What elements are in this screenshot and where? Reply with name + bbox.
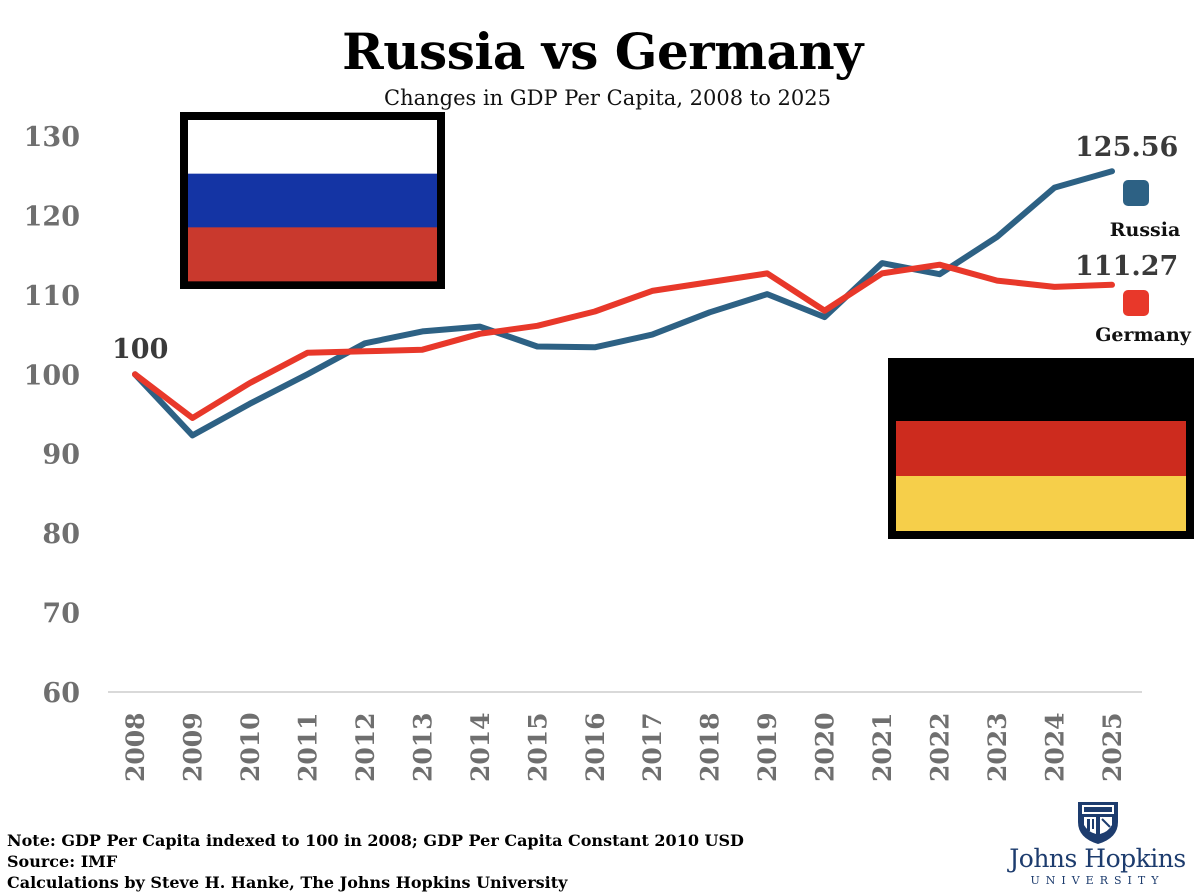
x-tick-label: 2013 [408, 712, 437, 782]
y-axis-ticks: 60 70 80 90 100 110 120 130 [24, 122, 80, 709]
annotations: 100 125.56 111.27 [112, 132, 1178, 365]
jhu-logo: Johns Hopkins UNIVERSITY [1000, 800, 1195, 893]
germany-flag-stripe [896, 366, 1186, 422]
x-tick-label: 2023 [983, 712, 1012, 782]
russia-flag-stripe [188, 227, 437, 282]
x-tick-label: 2008 [121, 712, 150, 782]
x-tick-label: 2025 [1098, 712, 1127, 782]
legend-swatch-russia [1123, 180, 1149, 206]
x-tick-label: 2022 [926, 712, 955, 782]
x-tick-label: 2017 [638, 712, 667, 782]
x-tick-label: 2010 [236, 712, 265, 782]
x-tick-label: 2021 [868, 712, 897, 782]
russia-flag-stripe [188, 120, 437, 175]
footnotes: Note: GDP Per Capita indexed to 100 in 2… [7, 830, 744, 893]
y-tick-label: 120 [24, 201, 80, 232]
x-tick-label: 2012 [351, 712, 380, 782]
germany-end-label: 111.27 [1075, 251, 1178, 282]
russia-flag-stripe [188, 173, 437, 229]
x-axis-ticks: 2008 2009 2010 2011 2012 2013 2014 2015 2016 2017… [121, 712, 1127, 782]
credit-line: Calculations by Steve H. Hanke, The John… [7, 873, 568, 892]
germany-flag-stripe [896, 421, 1186, 477]
x-tick-label: 2009 [178, 712, 207, 782]
russia-flag-icon [180, 112, 445, 289]
y-tick-label: 100 [24, 360, 80, 391]
y-tick-label: 130 [24, 122, 80, 153]
x-tick-label: 2014 [466, 712, 495, 782]
y-tick-label: 90 [42, 440, 80, 471]
x-tick-label: 2018 [696, 712, 725, 782]
x-tick-label: 2019 [753, 712, 782, 782]
x-tick-label: 2024 [1041, 712, 1070, 782]
x-tick-label: 2020 [811, 712, 840, 782]
jhu-shield-icon [1078, 802, 1118, 844]
legend-swatch-germany [1123, 290, 1149, 316]
chart-subtitle: Changes in GDP Per Capita, 2008 to 2025 [384, 86, 831, 110]
legend-label-germany: Germany [1095, 324, 1192, 346]
y-tick-label: 110 [24, 281, 80, 312]
note-line: Note: GDP Per Capita indexed to 100 in 2… [7, 831, 744, 850]
x-tick-label: 2016 [581, 712, 610, 782]
y-tick-label: 60 [42, 678, 80, 709]
y-tick-label: 70 [42, 599, 80, 630]
jhu-logo-sub: UNIVERSITY [1030, 874, 1165, 887]
start-value-label: 100 [112, 334, 168, 365]
chart-title: Russia vs Germany [342, 22, 863, 81]
series-lines [132, 168, 1115, 439]
source-line: Source: IMF [7, 852, 118, 871]
legend: Russia Germany [1095, 180, 1192, 346]
germany-flag-icon [888, 358, 1194, 539]
germany-flag-stripe [896, 476, 1186, 531]
x-tick-label: 2015 [523, 712, 552, 782]
russia-end-label: 125.56 [1075, 132, 1178, 163]
y-tick-label: 80 [42, 519, 80, 550]
x-tick-label: 2011 [293, 712, 322, 782]
legend-label-russia: Russia [1110, 219, 1181, 241]
series-line-germany [132, 261, 1115, 421]
jhu-logo-name: Johns Hopkins [1009, 844, 1186, 873]
